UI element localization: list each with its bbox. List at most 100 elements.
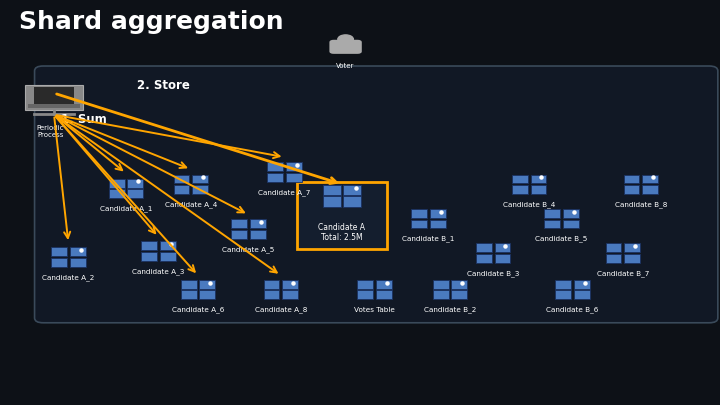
FancyBboxPatch shape [109, 179, 125, 188]
FancyBboxPatch shape [127, 189, 143, 198]
Text: Candidate A_5: Candidate A_5 [222, 246, 274, 253]
FancyBboxPatch shape [70, 258, 86, 267]
FancyBboxPatch shape [430, 209, 446, 218]
FancyBboxPatch shape [531, 185, 546, 194]
FancyBboxPatch shape [451, 290, 467, 299]
FancyBboxPatch shape [476, 254, 492, 263]
FancyBboxPatch shape [476, 243, 492, 252]
Text: Shard aggregation: Shard aggregation [19, 10, 284, 34]
FancyBboxPatch shape [199, 280, 215, 289]
FancyBboxPatch shape [231, 230, 247, 239]
FancyBboxPatch shape [574, 290, 590, 299]
FancyBboxPatch shape [555, 280, 571, 289]
FancyBboxPatch shape [544, 220, 560, 228]
Text: 2. Store: 2. Store [137, 79, 189, 92]
FancyBboxPatch shape [51, 258, 67, 267]
FancyBboxPatch shape [563, 220, 579, 228]
FancyBboxPatch shape [642, 185, 658, 194]
FancyBboxPatch shape [606, 243, 621, 252]
FancyBboxPatch shape [192, 185, 208, 194]
Text: Candidate A_7: Candidate A_7 [258, 189, 310, 196]
FancyBboxPatch shape [34, 87, 74, 104]
FancyBboxPatch shape [376, 280, 392, 289]
FancyBboxPatch shape [267, 162, 283, 171]
FancyBboxPatch shape [160, 241, 176, 250]
FancyBboxPatch shape [127, 179, 143, 188]
Text: Candidate A_8: Candidate A_8 [255, 307, 307, 313]
Text: Candidate B_1: Candidate B_1 [402, 236, 454, 243]
Text: Candidate A_2: Candidate A_2 [42, 274, 94, 281]
Text: Candidate B_5: Candidate B_5 [536, 236, 588, 243]
FancyBboxPatch shape [411, 220, 427, 228]
FancyBboxPatch shape [512, 175, 528, 183]
FancyBboxPatch shape [250, 219, 266, 228]
FancyBboxPatch shape [343, 185, 361, 195]
FancyBboxPatch shape [199, 290, 215, 299]
FancyBboxPatch shape [181, 290, 197, 299]
FancyBboxPatch shape [141, 252, 157, 261]
Text: Candidate A_1: Candidate A_1 [100, 205, 152, 212]
FancyBboxPatch shape [174, 185, 189, 194]
FancyBboxPatch shape [343, 196, 361, 207]
FancyBboxPatch shape [267, 173, 283, 182]
Text: Candidate B_7: Candidate B_7 [597, 270, 649, 277]
FancyBboxPatch shape [160, 252, 176, 261]
Text: Candidate A
Total: 2.5M: Candidate A Total: 2.5M [318, 223, 366, 242]
FancyBboxPatch shape [357, 290, 373, 299]
FancyBboxPatch shape [297, 182, 387, 249]
Text: Candidate B_8: Candidate B_8 [615, 201, 667, 208]
FancyBboxPatch shape [624, 254, 640, 263]
FancyBboxPatch shape [141, 241, 157, 250]
Text: Candidate B_4: Candidate B_4 [503, 201, 555, 208]
FancyBboxPatch shape [264, 280, 279, 289]
FancyBboxPatch shape [286, 173, 302, 182]
FancyBboxPatch shape [323, 185, 341, 195]
FancyBboxPatch shape [264, 290, 279, 299]
FancyBboxPatch shape [433, 280, 449, 289]
FancyBboxPatch shape [642, 175, 658, 183]
FancyBboxPatch shape [28, 104, 80, 108]
Text: Candidate A_4: Candidate A_4 [165, 201, 217, 208]
FancyBboxPatch shape [430, 220, 446, 228]
FancyBboxPatch shape [231, 219, 247, 228]
FancyBboxPatch shape [282, 290, 298, 299]
Circle shape [338, 35, 354, 44]
Text: Voter: Voter [336, 63, 355, 69]
FancyBboxPatch shape [109, 189, 125, 198]
FancyBboxPatch shape [624, 175, 639, 183]
FancyBboxPatch shape [181, 280, 197, 289]
FancyBboxPatch shape [606, 254, 621, 263]
FancyBboxPatch shape [282, 280, 298, 289]
FancyBboxPatch shape [25, 85, 83, 110]
Text: Candidate B_3: Candidate B_3 [467, 270, 519, 277]
FancyBboxPatch shape [250, 230, 266, 239]
Text: Candidate A_6: Candidate A_6 [172, 307, 224, 313]
FancyBboxPatch shape [35, 66, 718, 323]
Text: Candidate B_2: Candidate B_2 [424, 307, 476, 313]
FancyBboxPatch shape [329, 40, 361, 54]
FancyBboxPatch shape [495, 243, 510, 252]
FancyBboxPatch shape [70, 247, 86, 256]
FancyBboxPatch shape [624, 243, 640, 252]
FancyBboxPatch shape [192, 175, 208, 183]
FancyBboxPatch shape [433, 290, 449, 299]
FancyBboxPatch shape [531, 175, 546, 183]
FancyBboxPatch shape [495, 254, 510, 263]
Text: Votes Table: Votes Table [354, 307, 395, 313]
FancyBboxPatch shape [512, 185, 528, 194]
Text: 1. Sum: 1. Sum [61, 113, 107, 126]
FancyBboxPatch shape [411, 209, 427, 218]
FancyBboxPatch shape [624, 185, 639, 194]
FancyBboxPatch shape [357, 280, 373, 289]
FancyBboxPatch shape [174, 175, 189, 183]
Text: Candidate A_3: Candidate A_3 [132, 268, 184, 275]
FancyBboxPatch shape [323, 196, 341, 207]
FancyBboxPatch shape [51, 247, 67, 256]
FancyBboxPatch shape [574, 280, 590, 289]
FancyBboxPatch shape [286, 162, 302, 171]
FancyBboxPatch shape [544, 209, 560, 218]
FancyBboxPatch shape [451, 280, 467, 289]
Text: Candidate B_6: Candidate B_6 [546, 307, 598, 313]
Text: Periodic
Process: Periodic Process [37, 125, 64, 138]
FancyBboxPatch shape [376, 290, 392, 299]
